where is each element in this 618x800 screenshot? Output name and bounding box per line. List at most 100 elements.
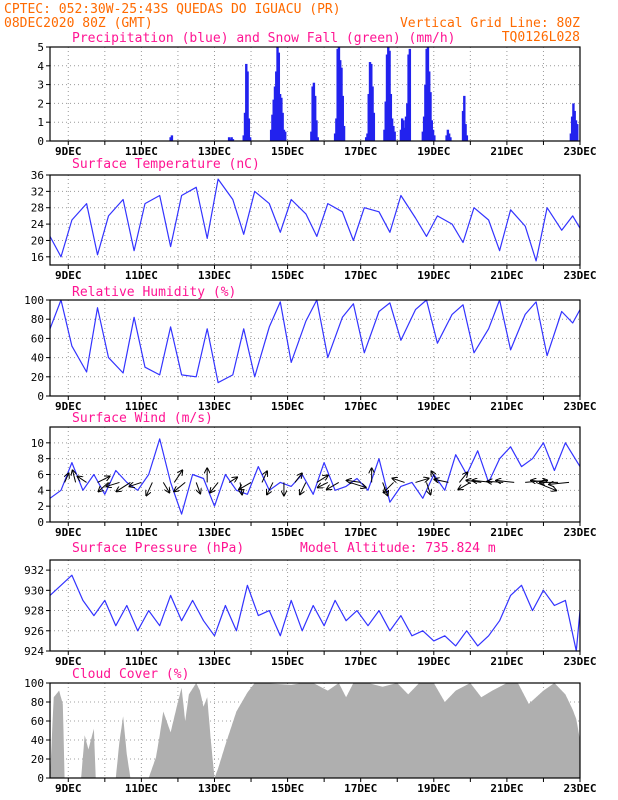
precip-bar	[447, 133, 451, 141]
precip-bar	[269, 129, 273, 141]
wind-arrow	[78, 476, 87, 483]
x-tick-label: 23DEC	[563, 655, 596, 668]
y-tick-label: 10	[31, 437, 44, 450]
precip-bar	[313, 95, 317, 141]
x-tick-label: 21DEC	[490, 526, 523, 539]
y-tick-label: 2	[37, 97, 44, 110]
precip-bar	[273, 86, 277, 141]
precip-bar	[569, 133, 573, 141]
precip-bar	[404, 116, 408, 141]
x-tick-label: 23DEC	[563, 526, 596, 539]
precip-bar	[576, 124, 579, 141]
panel-rh: Relative Humidity (%) 0 20 40 60 80 100 9DEC 11D…	[24, 285, 596, 413]
x-tick-label: 11DEC	[125, 526, 158, 539]
y-tick-label: 20	[31, 234, 44, 247]
wind-arrow	[458, 472, 467, 483]
y-tick-label: 60	[31, 332, 44, 345]
y-tick-label: 40	[31, 352, 44, 365]
precip-bar	[445, 135, 448, 141]
wind-arrow	[106, 481, 120, 486]
x-tick-label: 17DEC	[344, 655, 377, 668]
wind-arrow	[415, 478, 429, 483]
x-tick-label: 17DEC	[344, 269, 377, 282]
precip-bar	[337, 47, 341, 141]
precip-bar	[387, 47, 390, 141]
precip-bar	[169, 137, 172, 141]
panel-title-cloud: Cloud Cover (%)	[72, 667, 189, 682]
precip-bar	[392, 125, 395, 141]
precip-bar	[449, 137, 452, 141]
precip-bar	[340, 67, 343, 141]
precip-bar	[277, 52, 281, 141]
x-tick-label: 23DEC	[563, 400, 596, 413]
precip-bar	[390, 118, 394, 141]
x-tick-label: 13DEC	[198, 269, 231, 282]
precip-bar	[408, 48, 412, 141]
wind-arrow	[318, 481, 329, 487]
precip-bar	[370, 63, 373, 141]
panel-temp: Surface Temperature (nC) 16 20 24 28 32 36 9DEC…	[31, 157, 597, 282]
y-tick-label: 932	[24, 564, 44, 577]
x-tick-label: 21DEC	[490, 400, 523, 413]
y-tick-label: 2	[37, 500, 44, 513]
precip-bar	[402, 120, 405, 141]
precip-bar	[243, 112, 247, 141]
y-tick-label: 0	[37, 390, 44, 403]
wind-arrow	[146, 482, 153, 495]
x-tick-label: 17DEC	[344, 145, 377, 158]
x-tick-label: 17DEC	[344, 782, 377, 795]
x-tick-label: 23DEC	[563, 269, 596, 282]
panel-wind: Surface Wind (m/s) 0 2 4 6 8 10 9DEC 11DEC 13DEC 1…	[31, 411, 597, 539]
y-tick-label: 0	[37, 516, 44, 529]
x-tick-label: 15DEC	[271, 400, 304, 413]
wind-arrow	[196, 482, 200, 493]
precip-bar	[281, 112, 284, 141]
y-tick-label: 100	[24, 294, 44, 307]
precip-bar	[572, 103, 575, 141]
x-tick-label: 21DEC	[490, 782, 523, 795]
precip-bar	[275, 71, 278, 141]
wind-series-line	[49, 438, 581, 515]
y-tick-label: 928	[24, 605, 44, 618]
precip-bar	[573, 110, 576, 141]
y-tick-label: 8	[37, 453, 44, 466]
wind-arrow	[384, 482, 394, 492]
model-altitude-label: Model Altitude: 735.824 m	[300, 541, 496, 556]
pres-series-line	[49, 574, 581, 652]
precip-bar	[315, 120, 318, 141]
y-tick-label: 36	[31, 169, 44, 182]
precip-bar	[248, 137, 252, 141]
header-line1: CPTEC: 052:30W-25:43S QUEDAS DO IGUACU (…	[4, 2, 341, 17]
precip-bar	[425, 48, 428, 141]
y-tick-label: 40	[31, 734, 44, 747]
precip-bar	[371, 86, 374, 141]
wind-arrow	[97, 476, 110, 483]
wind-arrow	[173, 470, 182, 483]
x-tick-label: 13DEC	[198, 400, 231, 413]
x-tick-label: 23DEC	[563, 145, 596, 158]
precip-bar	[428, 71, 431, 141]
rh-series-line	[49, 299, 581, 384]
precip-bar	[336, 48, 339, 141]
precip-bar	[388, 50, 391, 142]
y-tick-label: 100	[24, 677, 44, 690]
x-tick-label: 19DEC	[417, 145, 450, 158]
precip-bar	[406, 103, 409, 141]
precip-bar	[389, 94, 393, 141]
x-tick-label: 19DEC	[417, 782, 450, 795]
y-tick-label: 4	[37, 484, 44, 497]
precip-bar	[446, 129, 450, 141]
wind-arrow	[261, 471, 267, 483]
panel-title-pres: Surface Pressure (hPa)	[72, 541, 244, 556]
x-tick-label: 19DEC	[417, 400, 450, 413]
precip-bar	[368, 62, 372, 141]
precip-bar	[276, 47, 279, 141]
header-run-time: 08DEC2020 80Z (GMT)	[4, 16, 153, 31]
precip-bar	[333, 133, 337, 141]
header-model-id: TQ0126L028	[502, 30, 580, 45]
y-tick-label: 1	[37, 116, 44, 129]
panel-title-wind: Surface Wind (m/s)	[72, 411, 213, 426]
wind-arrow	[434, 479, 449, 482]
precip-bar	[230, 137, 233, 141]
y-tick-label: 926	[24, 625, 44, 638]
